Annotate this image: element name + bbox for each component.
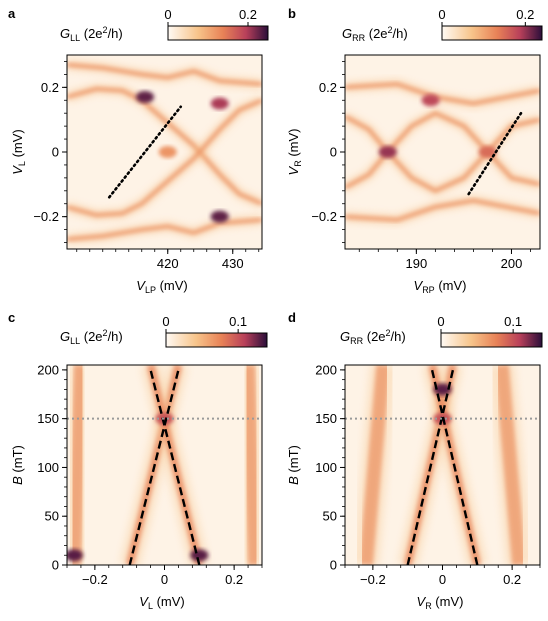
conductance-band	[345, 114, 540, 193]
y-tick-label: 50	[45, 509, 59, 524]
y-axis-label-a: VL (mV)	[10, 129, 27, 174]
colorbar-gradient	[440, 332, 543, 348]
colorbar-tick-label: 0.1	[504, 314, 522, 329]
colorbar-d-title: GRR (2e2/h)	[340, 328, 406, 346]
y-tick-label: 0	[52, 558, 59, 573]
conductance-peak	[210, 210, 229, 223]
colorbar-tick-label: 0.1	[229, 314, 247, 329]
y-tick-label: 100	[315, 460, 337, 475]
y-tick-label: 0	[52, 145, 59, 160]
conductance-band	[345, 111, 540, 190]
y-tick-label: 0	[330, 145, 337, 160]
conductance-peak	[210, 97, 229, 110]
panel-letter-a: a	[8, 6, 16, 21]
panel-a: a GLL (2e2/h) 0 0.2 420 430−0.200.2 VLP (m…	[8, 6, 269, 295]
resonance-line	[358, 365, 391, 565]
panel-letter-d: d	[288, 310, 296, 325]
dashed-fit-line	[406, 369, 455, 565]
resonance-line	[241, 365, 262, 565]
x-axis-label-c: VL (mV)	[139, 594, 184, 611]
panel-b: b GRR (2e2/h) 0 0.2 190 200−0.200.2 VRP (m…	[286, 6, 543, 295]
panel-d: d GRR (2e2/h) 0 0.1 −0.2 0 0.2050100150200 …	[286, 310, 543, 611]
x-tick-label: 0.2	[503, 572, 521, 587]
dotted-guide-line	[467, 111, 523, 196]
x-tick-label: 200	[501, 256, 523, 271]
y-axis-label-b: VR (mV)	[286, 129, 303, 176]
panel-c: c GLL (2e2/h) 0 0.1 −0.2 0 0.2050100150200 …	[8, 310, 268, 611]
dotted-guide-line	[107, 105, 183, 199]
y-tick-label: 50	[323, 509, 337, 524]
panel-letter-c: c	[8, 310, 15, 325]
dashed-fit-line	[128, 369, 180, 565]
conductance-band	[345, 198, 540, 222]
y-tick-label: 150	[37, 411, 59, 426]
conductance-peak	[190, 549, 209, 562]
heatmap-content	[345, 365, 540, 565]
dashed-fit-line	[430, 369, 479, 565]
conductance-band	[67, 218, 262, 242]
conductance-peak	[433, 383, 452, 396]
resonance-line	[494, 365, 527, 565]
heatmap-a: 420 430 −0.2 0 0.2	[33, 54, 263, 271]
panel-letter-b: b	[288, 6, 296, 21]
x-tick-label: 0.2	[225, 572, 243, 587]
y-tick-label: 150	[315, 411, 337, 426]
colorbar-tick-label: 0	[438, 7, 445, 22]
heatmap-content	[345, 79, 540, 225]
x-tick-label: 430	[222, 256, 244, 271]
y-tick-label: −0.2	[311, 209, 337, 224]
y-tick-label: 0.2	[319, 80, 337, 95]
conductance-band	[67, 62, 262, 86]
x-axis-label-b: VRP (mV)	[414, 278, 467, 295]
conductance-peak	[155, 412, 174, 425]
x-axis-label-d: VR (mV)	[417, 594, 464, 611]
colorbar-gradient	[441, 25, 543, 41]
conductance-peak	[478, 146, 497, 158]
heatmap-content	[67, 60, 262, 244]
colorbar-tick-label: 0.2	[239, 7, 257, 22]
colorbar-b-title: GRR (2e2/h)	[342, 25, 408, 43]
x-tick-label: 190	[405, 256, 427, 271]
colorbar-a-title: GLL (2e2/h)	[60, 25, 123, 43]
conductance-peak	[67, 549, 83, 562]
y-tick-label: 200	[37, 362, 59, 377]
colorbar-tick-label: 0	[162, 314, 169, 329]
y-tick-label: 200	[315, 362, 337, 377]
colorbar-gradient	[165, 332, 268, 348]
y-tick-label: −0.2	[33, 209, 59, 224]
colorbar-tick-label: 0.2	[516, 7, 534, 22]
x-tick-label: 420	[157, 256, 179, 271]
heatmap-c: −0.2 0 0.2 0 50 100 150 200	[37, 362, 263, 587]
x-tick-label: −0.2	[360, 572, 386, 587]
colorbar-gradient	[167, 25, 269, 41]
y-tick-label: 0.2	[41, 80, 59, 95]
heatmap-b: 190 200 −0.2 0 0.2	[311, 54, 541, 271]
conductance-peak	[158, 146, 177, 158]
resonance-line	[67, 365, 88, 565]
y-axis-label-d: B (mT)	[286, 445, 301, 485]
dashed-fit-line	[149, 369, 201, 565]
heatmap-content	[67, 365, 262, 565]
heatmap-d: −0.2 0 0.2 0 50 100 150 200	[315, 362, 541, 587]
colorbar-tick-label: 0	[164, 7, 171, 22]
x-tick-label: −0.2	[82, 572, 108, 587]
conductance-peak	[136, 91, 154, 104]
y-axis-label-c: B (mT)	[10, 445, 25, 485]
colorbar-c: 0 0.1	[162, 314, 268, 348]
x-tick-label: 0	[161, 572, 168, 587]
colorbar-b: 0 0.2	[438, 7, 543, 41]
y-tick-label: 0	[330, 558, 337, 573]
conductance-peak	[378, 146, 397, 158]
x-tick-label: 0	[439, 572, 446, 587]
colorbar-c-title: GLL (2e2/h)	[60, 328, 123, 346]
y-tick-label: 100	[37, 460, 59, 475]
colorbar-d: 0 0.1	[437, 314, 543, 348]
conductance-band	[67, 98, 262, 217]
colorbar-a: 0 0.2	[164, 7, 269, 41]
x-axis-label-a: VLP (mV)	[136, 278, 187, 295]
conductance-peak	[421, 94, 440, 107]
colorbar-tick-label: 0	[437, 314, 444, 329]
